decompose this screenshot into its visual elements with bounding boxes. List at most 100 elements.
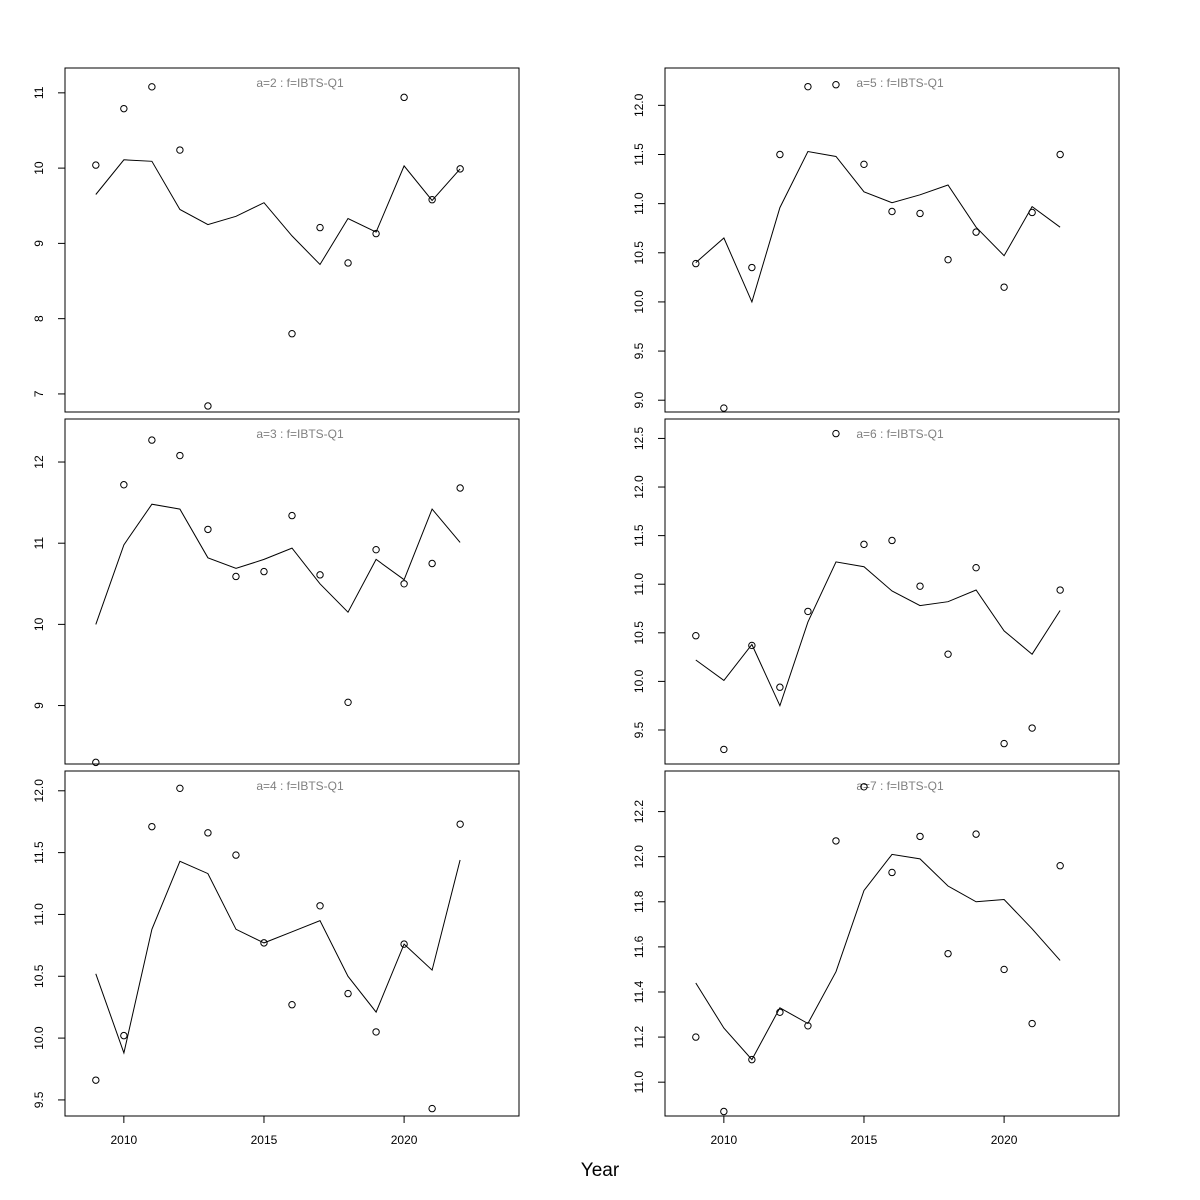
panel-title: a=2 : f=IBTS-Q1 xyxy=(256,76,344,90)
y-tick-label: 9.0 xyxy=(632,392,646,409)
observed-point xyxy=(972,228,980,236)
plot-frame xyxy=(64,770,520,1117)
observed-point xyxy=(232,572,240,581)
observed-point xyxy=(232,851,240,859)
observed-point xyxy=(372,229,380,238)
observed-point xyxy=(748,263,756,272)
observed-point xyxy=(288,330,296,338)
observed-point xyxy=(916,209,924,218)
observed-point xyxy=(148,436,156,444)
plot-frame xyxy=(664,418,1120,765)
panel-title: a=4 : f=IBTS-Q1 xyxy=(256,779,344,793)
y-tick-label: 9 xyxy=(32,240,46,247)
y-tick-label: 11.6 xyxy=(632,935,646,958)
y-tick-label: 11.4 xyxy=(632,980,646,1003)
observed-point xyxy=(204,525,212,534)
panel-1: a=2 : f=IBTS-Q1 7 8 9 10 11 xyxy=(32,67,520,413)
observed-point xyxy=(260,939,268,947)
observed-point xyxy=(372,1028,380,1036)
observed-point xyxy=(888,536,896,545)
plot-frame xyxy=(664,67,1120,413)
observed-point xyxy=(120,481,128,489)
observed-point xyxy=(1000,965,1008,974)
observed-point xyxy=(148,83,156,91)
observed-point xyxy=(428,196,436,204)
observed-point xyxy=(944,949,952,958)
observed-point xyxy=(1056,862,1064,870)
y-tick-label: 8 xyxy=(32,315,46,322)
y-tick-label: 11.8 xyxy=(632,890,646,913)
fitted-line xyxy=(695,561,1061,708)
x-tick-label: 2010 xyxy=(711,1133,738,1147)
observed-point xyxy=(92,758,100,767)
observed-point xyxy=(944,255,952,264)
observed-point xyxy=(692,1033,700,1041)
observed-point xyxy=(428,559,436,568)
observed-point xyxy=(204,402,212,410)
observed-point xyxy=(1028,724,1036,732)
observed-point xyxy=(832,81,840,89)
observed-point xyxy=(832,429,840,438)
y-tick-label: 12.5 xyxy=(632,426,646,450)
fitted-line xyxy=(695,150,1061,304)
observed-point xyxy=(120,104,128,113)
panel-title: a=7 : f=IBTS-Q1 xyxy=(856,779,944,793)
x-tick-label: 2020 xyxy=(991,1133,1018,1147)
y-tick-label: 10.5 xyxy=(32,964,46,988)
observed-point xyxy=(1056,586,1064,594)
plot-frame xyxy=(64,418,520,765)
x-axis-label: Year xyxy=(580,1160,620,1181)
observed-point xyxy=(148,822,156,831)
observed-point xyxy=(344,259,352,267)
observed-point xyxy=(916,832,924,841)
plot-frame xyxy=(64,67,520,413)
observed-point xyxy=(972,830,980,838)
y-tick-label: 11.5 xyxy=(632,143,646,166)
y-tick-label: 11.5 xyxy=(632,524,646,547)
y-tick-label: 11.0 xyxy=(632,1071,646,1094)
y-tick-label: 11.0 xyxy=(632,573,646,596)
y-tick-label: 12.2 xyxy=(632,800,646,824)
observed-point xyxy=(176,451,184,460)
observed-point xyxy=(400,580,408,588)
y-tick-label: 11.2 xyxy=(632,1026,646,1049)
observed-point xyxy=(260,567,268,576)
observed-point xyxy=(92,161,100,169)
observed-point xyxy=(1000,739,1008,748)
x-tick-label: 2020 xyxy=(391,1133,418,1147)
y-tick-label: 12.0 xyxy=(32,779,46,803)
observed-point xyxy=(720,404,728,412)
observed-point xyxy=(1028,1019,1036,1028)
y-tick-label: 11 xyxy=(32,86,46,99)
observed-point xyxy=(888,868,896,877)
x-tick-label: 2015 xyxy=(851,1133,878,1147)
observed-point xyxy=(860,160,868,169)
observed-point xyxy=(748,1055,756,1064)
observed-point xyxy=(860,540,868,549)
x-tick-label: 2015 xyxy=(251,1133,278,1147)
observed-point xyxy=(776,150,784,159)
y-tick-label: 9.5 xyxy=(632,342,646,359)
y-tick-label: 11.0 xyxy=(32,903,46,926)
panel-3: a=3 : f=IBTS-Q1 9 10 11 12 xyxy=(32,418,520,767)
observed-point xyxy=(316,902,324,910)
observed-point xyxy=(692,259,700,268)
observed-point xyxy=(888,207,896,216)
observed-point xyxy=(288,1001,296,1009)
observed-point xyxy=(832,837,840,845)
observed-point xyxy=(456,820,464,828)
fitted-line xyxy=(95,859,461,1055)
y-tick-label: 10.0 xyxy=(632,669,646,693)
observed-point xyxy=(860,783,868,791)
y-tick-label: 10 xyxy=(32,617,46,631)
panel-title: a=6 : f=IBTS-Q1 xyxy=(856,427,944,441)
y-tick-label: 10.5 xyxy=(632,241,646,265)
observed-point xyxy=(344,698,352,707)
observed-point xyxy=(400,940,408,948)
observed-point xyxy=(972,563,980,572)
panel-6: a=7 : f=IBTS-Q1 11.0 11.2 11.4 11.6 11.8 12.0 1… xyxy=(632,770,1120,1147)
y-tick-label: 9.5 xyxy=(632,721,646,738)
y-tick-label: 11.0 xyxy=(632,192,646,215)
fitted-line xyxy=(95,159,461,266)
observed-point xyxy=(1056,150,1064,159)
